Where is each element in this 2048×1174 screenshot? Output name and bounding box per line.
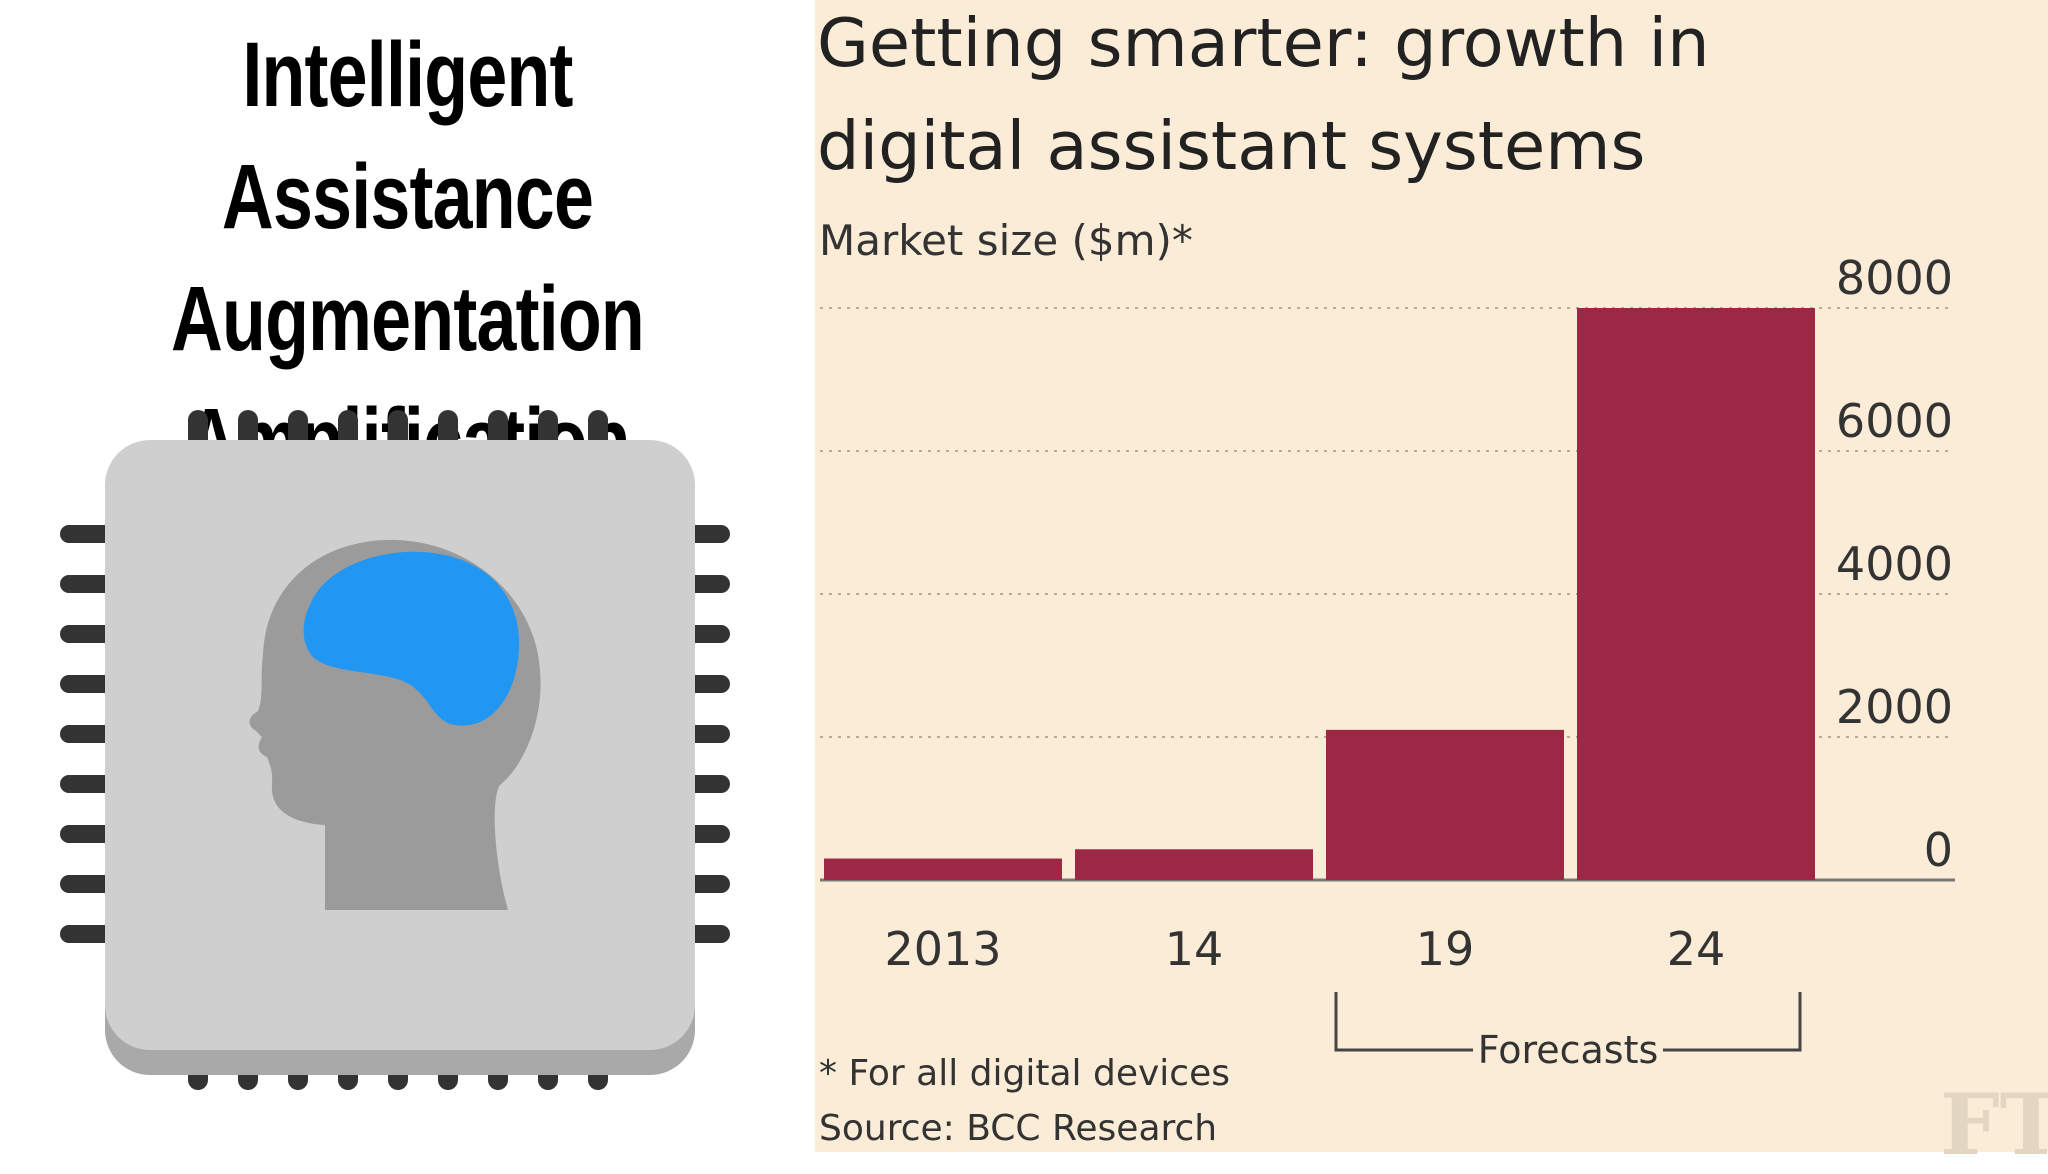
ai-chip-brain-icon [60, 410, 730, 1090]
chart-footnote: * For all digital devices [819, 1053, 1230, 1094]
category-label: 24 [1667, 922, 1726, 976]
ft-logo: FT [1940, 1075, 2048, 1174]
bar-24 [1577, 308, 1815, 880]
y-tick-label: 8000 [1836, 251, 1953, 305]
chart-title: Getting smarter: growth in digital assis… [817, 0, 2037, 198]
chart-title-line-1: Getting smarter: growth in [817, 4, 1710, 82]
bar-2013 [824, 858, 1062, 880]
forecast-bracket-right [1663, 992, 1802, 1052]
forecast-bracket: Forecasts [1334, 992, 1802, 1072]
bar-chart: 0 2000 4000 6000 8000 2013 14 19 24 Forecasts [820, 251, 1955, 1072]
chart-title-line-2: digital assistant systems [817, 107, 1646, 185]
chart-source: Source: BCC Research [819, 1108, 1218, 1149]
y-axis-label: Market size ($m)* [819, 216, 1193, 265]
y-tick-label: 2000 [1836, 680, 1953, 734]
category-label: 2013 [884, 922, 1001, 976]
bar-19 [1326, 729, 1564, 880]
y-tick-label: 6000 [1836, 394, 1953, 448]
y-tick-label: 0 [1924, 823, 1953, 877]
chart-panel: Getting smarter: growth in digital assis… [815, 0, 2048, 1174]
left-panel: Intelligent Assistance Augmentation Ampl… [0, 0, 815, 1152]
bars [824, 308, 1815, 880]
y-tick-labels: 0 2000 4000 6000 8000 [1836, 251, 1953, 877]
headline-line-1: Intelligent Assistance [221, 24, 594, 248]
category-label: 14 [1165, 922, 1224, 976]
brain-icon [303, 551, 520, 726]
category-labels: 2013 14 19 24 [884, 922, 1725, 976]
headline-line-2: Augmentation [171, 268, 645, 370]
bar-14 [1075, 849, 1313, 880]
category-label: 19 [1416, 922, 1475, 976]
forecast-label: Forecasts [1478, 1028, 1659, 1072]
y-tick-label: 4000 [1836, 537, 1953, 591]
forecast-bracket-left [1334, 992, 1473, 1052]
